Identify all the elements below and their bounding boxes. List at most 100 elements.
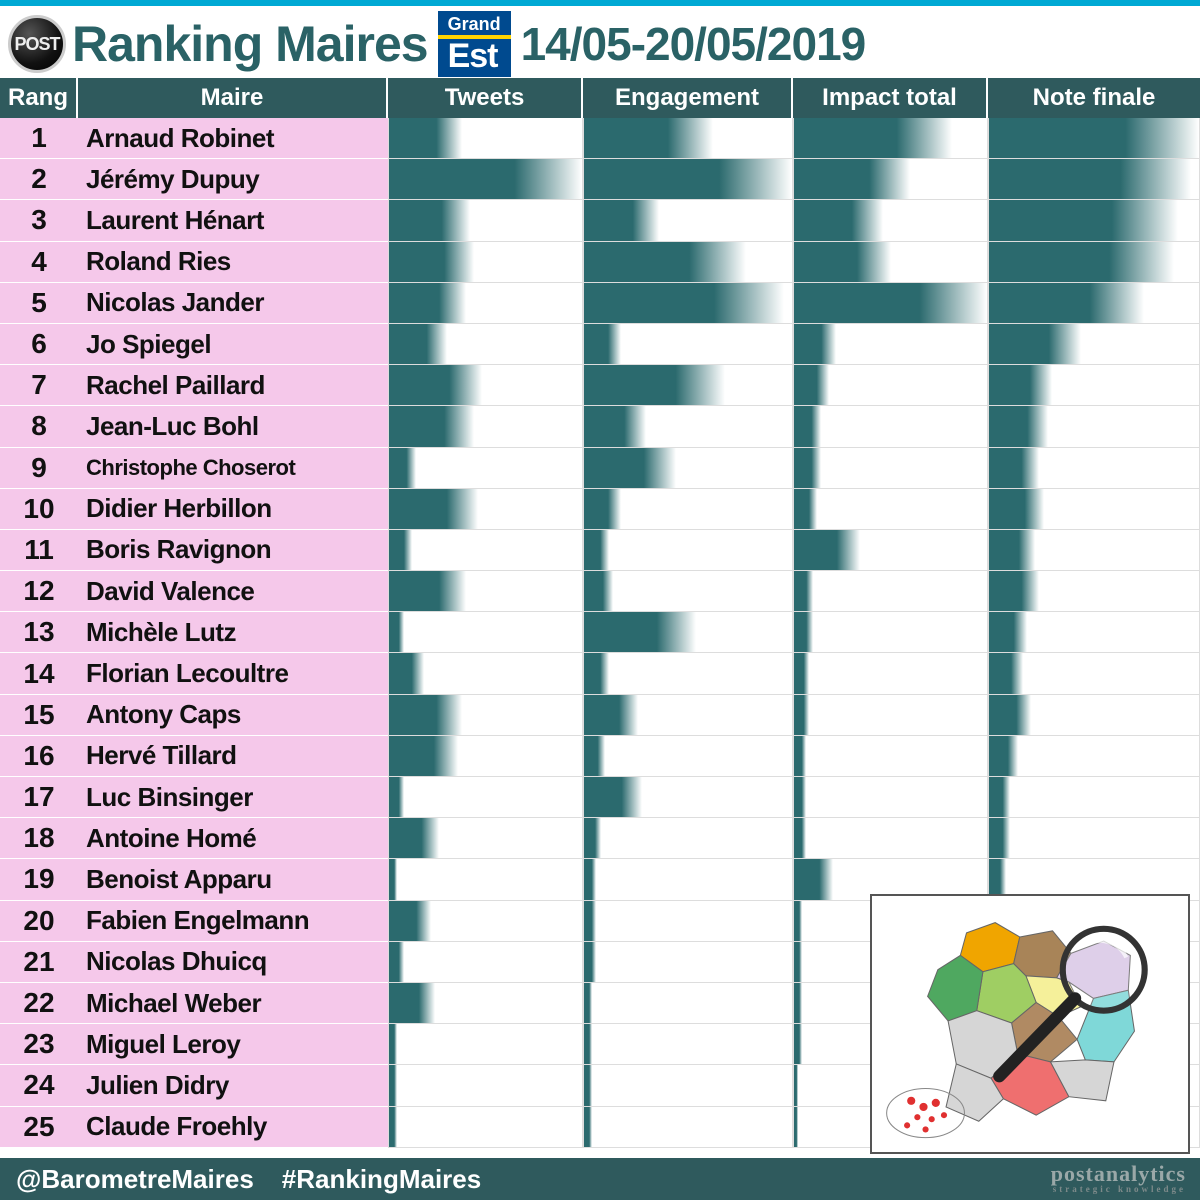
bar-cell <box>793 448 988 489</box>
rank-cell: 22 <box>0 983 78 1024</box>
table-row: 16Hervé Tillard <box>0 736 1200 777</box>
col-engagement: Engagement <box>583 78 793 118</box>
table-header: Rang Maire Tweets Engagement Impact tota… <box>0 78 1200 118</box>
bar-cell <box>388 736 583 777</box>
rank-cell: 20 <box>0 901 78 942</box>
bar <box>389 365 482 405</box>
bar-cell <box>988 736 1200 777</box>
bar <box>989 571 1039 611</box>
bar-cell <box>388 365 583 406</box>
header: POST Ranking Maires Grand Est 14/05-20/0… <box>0 6 1200 78</box>
name-cell: Didier Herbillon <box>78 489 388 530</box>
bar-cell <box>388 448 583 489</box>
bar <box>794 942 802 982</box>
bar <box>389 818 439 858</box>
rank-cell: 15 <box>0 695 78 736</box>
bar <box>794 901 802 941</box>
table-row: 2Jérémy Dupuy <box>0 159 1200 200</box>
bar <box>584 242 746 282</box>
rank-cell: 17 <box>0 777 78 818</box>
bar <box>584 324 621 364</box>
rank-cell: 18 <box>0 818 78 859</box>
table-row: 14Florian Lecoultre <box>0 653 1200 694</box>
bar-cell <box>988 406 1200 447</box>
badge-top: Grand <box>438 11 511 35</box>
name-cell: Hervé Tillard <box>78 736 388 777</box>
name-cell: Benoist Apparu <box>78 859 388 900</box>
name-cell: Boris Ravignon <box>78 530 388 571</box>
bar <box>794 859 833 899</box>
bar-cell <box>583 695 793 736</box>
name-cell: Roland Ries <box>78 242 388 283</box>
col-rang: Rang <box>0 78 78 118</box>
bar <box>389 901 431 941</box>
name-cell: Nicolas Dhuicq <box>78 942 388 983</box>
table-row: 5Nicolas Jander <box>0 283 1200 324</box>
bar-cell <box>583 942 793 983</box>
bar <box>794 1065 798 1105</box>
col-impact: Impact total <box>793 78 988 118</box>
rank-cell: 5 <box>0 283 78 324</box>
bar <box>794 695 809 735</box>
bar-cell <box>388 942 583 983</box>
bar-cell <box>793 365 988 406</box>
name-cell: Antony Caps <box>78 695 388 736</box>
bar <box>389 695 462 735</box>
bar <box>584 818 601 858</box>
post-logo: POST <box>8 15 66 73</box>
bar <box>584 1107 592 1147</box>
region-badge: Grand Est <box>438 11 511 77</box>
bar-cell <box>583 242 793 283</box>
bar <box>794 571 813 611</box>
bar-cell <box>583 1065 793 1106</box>
bar <box>389 530 412 570</box>
bar-cell <box>583 859 793 900</box>
name-cell: Rachel Paillard <box>78 365 388 406</box>
bar <box>389 118 462 158</box>
bar <box>584 489 621 529</box>
bar-cell <box>793 489 988 530</box>
bar-cell <box>583 1024 793 1065</box>
bar-cell <box>988 242 1200 283</box>
rank-cell: 7 <box>0 365 78 406</box>
bar-cell <box>793 777 988 818</box>
rank-cell: 16 <box>0 736 78 777</box>
bar-cell <box>388 406 583 447</box>
name-cell: Florian Lecoultre <box>78 653 388 694</box>
bar-cell <box>583 448 793 489</box>
table-row: 15Antony Caps <box>0 695 1200 736</box>
bar-cell <box>388 695 583 736</box>
col-tweets: Tweets <box>388 78 583 118</box>
bar-cell <box>988 489 1200 530</box>
table-row: 6Jo Spiegel <box>0 324 1200 365</box>
bar <box>794 283 987 323</box>
rank-cell: 23 <box>0 1024 78 1065</box>
bar-cell <box>388 983 583 1024</box>
name-cell: Christophe Choserot <box>78 448 388 489</box>
bar-cell <box>988 283 1200 324</box>
bar <box>389 448 416 488</box>
bar-cell <box>988 530 1200 571</box>
bar-cell <box>583 365 793 406</box>
footer-handle: @BarometreMaires <box>16 1164 254 1195</box>
bar-cell <box>388 901 583 942</box>
rank-cell: 4 <box>0 242 78 283</box>
bar-cell <box>583 159 793 200</box>
name-cell: Arnaud Robinet <box>78 118 388 159</box>
bar <box>989 736 1018 776</box>
bar <box>989 653 1023 693</box>
brand-name: postanalytics <box>1051 1161 1186 1186</box>
brand-sub: strategic knowledge <box>1051 1185 1186 1194</box>
bar-cell <box>793 118 988 159</box>
bar <box>584 159 792 199</box>
name-cell: Michael Weber <box>78 983 388 1024</box>
bar <box>389 283 466 323</box>
france-map-inset <box>870 894 1190 1154</box>
bar <box>794 118 952 158</box>
bar <box>584 695 638 735</box>
bar <box>584 118 713 158</box>
bar <box>389 1024 397 1064</box>
bar <box>389 159 582 199</box>
table-row: 4Roland Ries <box>0 242 1200 283</box>
rank-cell: 11 <box>0 530 78 571</box>
